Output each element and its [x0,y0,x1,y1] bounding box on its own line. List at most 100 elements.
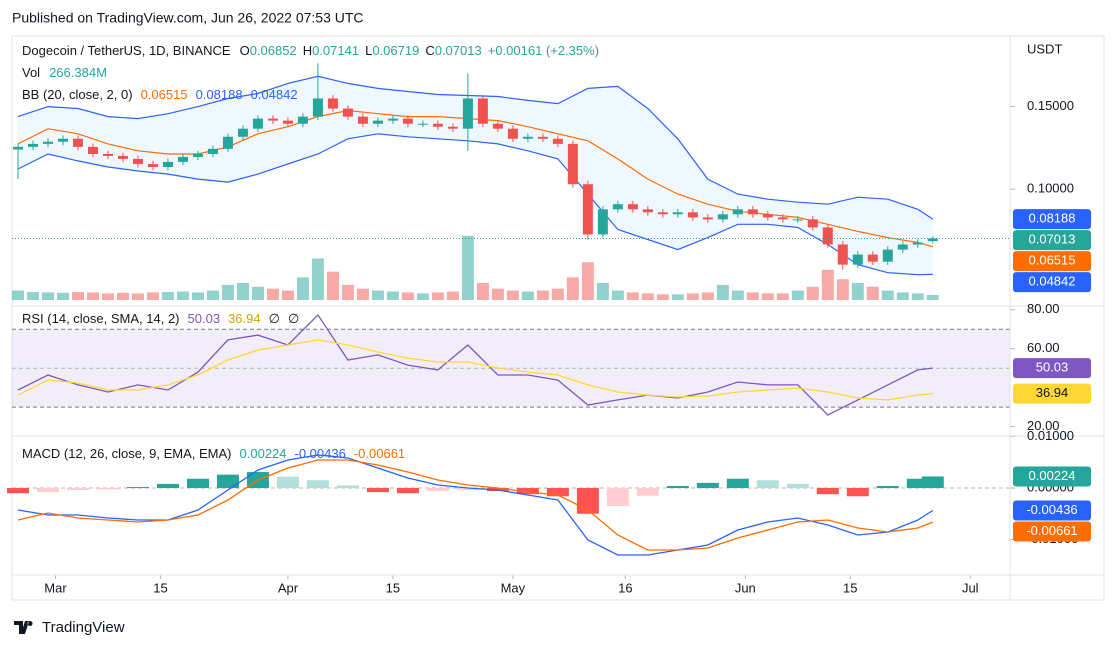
macd-value: -0.00436 [295,446,346,461]
macd-histogram-bar [516,488,539,495]
candle-body [537,136,548,139]
price-badge [1013,251,1091,272]
candle-body [252,118,263,129]
legend-letter: C [425,43,434,58]
candle-body [897,244,908,250]
price-badge [1013,466,1091,487]
candle-body [417,123,428,125]
x-tick-label: 15 [843,580,857,595]
volume-bar [266,288,279,300]
symbol-legend: Dogecoin / TetherUS, 1D, BINANCE O0.06852… [22,43,599,58]
macd-line [17,454,934,556]
volume-bar [251,286,264,300]
candle-body [672,212,683,215]
volume-bar [341,284,354,300]
candle-body [177,156,188,162]
candle-body [732,209,743,215]
macd-histogram-bar [606,488,629,507]
candle-body [102,153,113,156]
bb-title: BB (20, close, 2, 0) [22,87,133,102]
candle-body [507,128,518,139]
candle-body [717,214,728,220]
volume-bar [221,284,234,300]
volume-bar [701,292,714,300]
candle-body [237,128,248,137]
price-badge-label: 50.03 [1036,360,1069,375]
x-tick-label: Apr [278,580,299,595]
price-badge-label: 0.00224 [1029,468,1076,483]
volume-bar [176,291,189,300]
candle-body [27,143,38,147]
volume-bar [476,283,489,300]
candle-body [492,123,503,129]
candle-body [867,254,878,262]
bb-line [17,133,933,276]
candle-body [447,126,458,129]
macd-histogram-bar [726,478,749,489]
volume-bar [641,293,654,300]
volume-bar [311,258,324,300]
volume-bar [821,269,834,300]
candle-body [657,212,668,215]
volume-bar [101,293,114,300]
candle-body [162,161,173,168]
volume-bar [926,294,939,300]
rsi-empty: ∅ [269,311,280,326]
candle-body [627,204,638,210]
volume-bar [506,290,519,300]
volume-bar [791,290,804,300]
volume-bar [236,283,249,300]
candle-body [222,136,233,149]
candle-body [762,214,773,218]
volume-legend: Vol 266.384M [22,65,107,80]
rsi-line [17,339,933,401]
volume-bar [431,292,444,300]
volume-bar [911,293,924,300]
candle-body [852,254,863,265]
price-badge [1013,500,1091,521]
volume-bar [776,293,789,300]
candle-body [522,136,533,139]
rsi-legend: RSI (14, close, SMA, 14, 2) 50.03 36.94 ∅ ∅ [22,311,299,326]
legend-high: 0.07141 [312,43,359,58]
volume-bar [566,277,579,300]
legend-close: 0.07013 [435,43,482,58]
candle-body [12,146,23,150]
macd-title: MACD (12, 26, close, 9, EMA, EMA) [22,446,232,461]
macd-line [17,459,934,551]
x-tick-label: Jul [962,580,979,595]
price-badge-label: 0.06515 [1029,253,1076,268]
volume-bar [686,293,699,300]
candle-body [582,184,593,235]
macd-histogram-bar [426,488,449,492]
rsi-value: 50.03 [188,311,221,326]
legend-letter: O [240,43,250,58]
macd-histogram-bar [126,486,149,489]
volume-bar [671,294,684,300]
volume-bar [896,292,909,300]
macd-histogram-bar [306,480,329,489]
candle-body [402,118,413,124]
macd-histogram-bar [36,488,59,493]
logo-text: TradingView [42,619,125,636]
candle-body [777,217,788,220]
volume-bar [851,283,864,300]
volume-bar [656,294,669,300]
volume-bar [116,292,129,300]
candle-body [687,212,698,218]
y-tick-label: 20.00 [1027,418,1060,433]
candle-body [927,238,938,242]
macd-histogram-bar [876,485,899,489]
candle-body [297,116,308,124]
macd-histogram-bar [336,485,359,489]
volume-bar [881,290,894,300]
candle-body [117,155,128,159]
volume-bar [26,292,39,300]
price-badge-label: -0.00661 [1026,523,1077,538]
volume-bar [56,292,69,300]
legend-open: 0.06852 [250,43,297,58]
volume-bar [401,292,414,300]
legend-letter: L [365,43,372,58]
signal-value: -0.00661 [354,446,405,461]
